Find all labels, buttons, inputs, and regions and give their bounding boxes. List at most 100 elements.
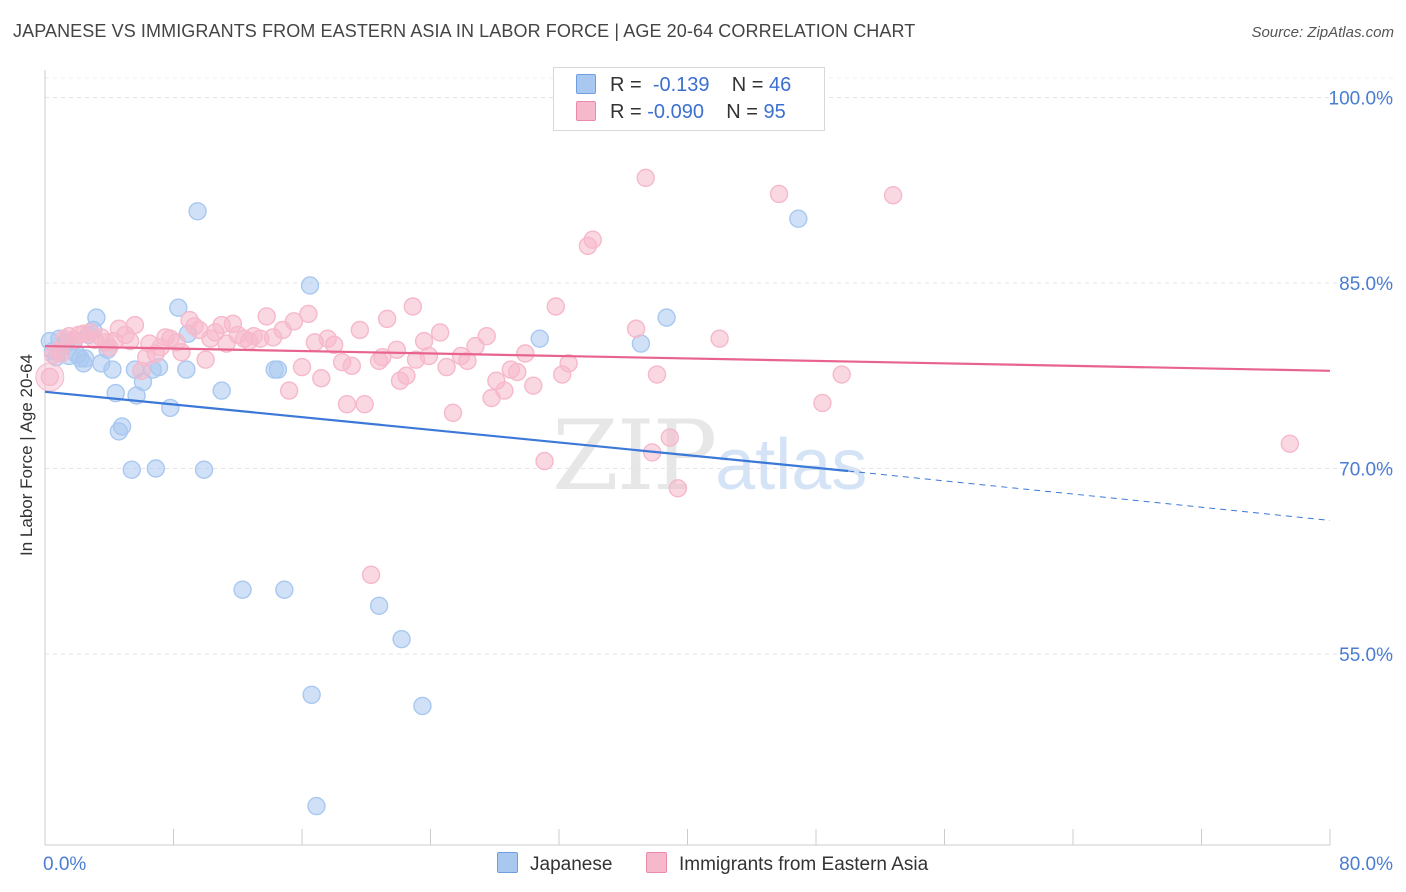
point-japanese [413,696,432,716]
point-immigrants [312,369,331,388]
gridlines [45,77,1393,655]
stats-n-label: N = [731,74,764,96]
point-immigrants [350,320,370,340]
point-immigrants [660,428,680,447]
point-immigrants [883,185,903,205]
x-tick-label: 0.0% [43,854,86,875]
y-tick-label: 85.0% [1339,274,1393,295]
point-japanese [392,629,411,649]
point-immigrants [559,354,578,373]
point-immigrants [437,357,456,377]
point-japanese [657,308,676,327]
point-immigrants [342,356,361,376]
point-immigrants [477,326,496,346]
point-immigrants [458,351,477,371]
point-immigrants [813,393,832,413]
point-immigrants [387,340,406,359]
point-immigrants [710,329,729,348]
point-japanese [275,580,294,599]
point-immigrants [508,362,527,382]
tick-labels: 55.0% 70.0% 85.0% 100.0% 0.0% 80.0% [43,89,1393,876]
watermark: ZIPatlas [552,400,867,512]
point-immigrants [299,304,318,324]
trend-lines [44,344,1331,521]
stats-n-label: N = [726,101,758,123]
point-immigrants [668,479,688,498]
stats-r-value: -0.090 [647,101,704,123]
point-immigrants [516,344,535,363]
point-immigrants [397,366,416,385]
point-japanese [233,580,252,599]
point-immigrants [495,381,514,400]
point-immigrants [647,365,667,384]
point-immigrants [636,168,655,188]
point-japanese [122,460,141,479]
point-japanese [103,360,122,379]
stats-swatch-japanese [576,74,596,94]
point-japanese [369,596,389,615]
point-immigrants [443,403,463,423]
y-tick-label: 100.0% [1329,89,1394,110]
point-japanese [169,298,188,317]
point-japanese [146,459,166,478]
stats-swatch-immigrants [576,101,596,121]
point-immigrants [419,346,439,366]
point-japanese [212,381,231,400]
stats-row-japanese: R = -0.139 N = 46 [576,74,791,100]
stats-r-label: R = [610,74,642,96]
source-label: Source: ZipAtlas.com [1251,24,1394,41]
point-immigrants [324,335,344,355]
point-japanese [789,209,808,228]
point-japanese [112,417,132,436]
point-immigrants [430,323,450,342]
point-immigrants [292,357,312,377]
stats-n-value: 46 [769,74,792,96]
point-immigrants [361,565,381,585]
point-immigrants [40,367,60,387]
point-immigrants [257,307,276,326]
point-immigrants [35,362,65,392]
point-immigrants [377,309,397,329]
legend-item-japanese[interactable]: Japanese [497,852,612,876]
legend-swatch-immigrants [646,852,667,873]
point-japanese [307,796,326,816]
stats-row-immigrants: R = -0.090 N = 95 [576,101,786,127]
point-japanese [268,360,288,379]
point-immigrants [125,315,145,335]
point-japanese [302,685,321,705]
point-immigrants [535,451,554,471]
stats-r-label: R = [610,101,642,123]
legend-label-immigrants: Immigrants from Eastern Asia [679,854,929,875]
axes [44,70,1331,846]
y-axis-label: In Labor Force | Age 20-64 [17,354,36,556]
point-japanese [188,202,207,221]
point-immigrants [1280,434,1300,453]
y-tick-label: 55.0% [1339,645,1393,666]
point-immigrants [279,381,299,400]
data-points [35,168,1300,816]
trend-line-japanese [44,390,849,473]
point-japanese [161,398,180,418]
point-immigrants [172,343,191,362]
legend-swatch-japanese [497,852,518,873]
point-japanese [300,276,320,295]
point-immigrants [832,365,851,384]
point-immigrants [626,319,646,338]
stats-box: R = -0.139 N = 46 R = -0.090 N = 95 [553,67,825,131]
point-immigrants [196,350,215,369]
trend-extension-japanese [848,470,1331,521]
point-immigrants [583,230,602,249]
point-immigrants [403,297,423,316]
y-tick-label: 70.0% [1339,460,1393,481]
legend-item-immigrants[interactable]: Immigrants from Eastern Asia [646,852,928,876]
point-japanese [194,460,214,479]
point-immigrants [546,297,565,316]
stats-n-value: 95 [763,101,786,123]
trend-line-immigrants [44,344,1331,372]
x-tick-label: 80.0% [1339,854,1393,875]
point-immigrants [355,394,374,414]
chart-title: JAPANESE VS IMMIGRANTS FROM EASTERN ASIA… [13,21,916,41]
point-japanese [75,349,95,368]
stats-r-value: -0.139 [652,74,710,96]
